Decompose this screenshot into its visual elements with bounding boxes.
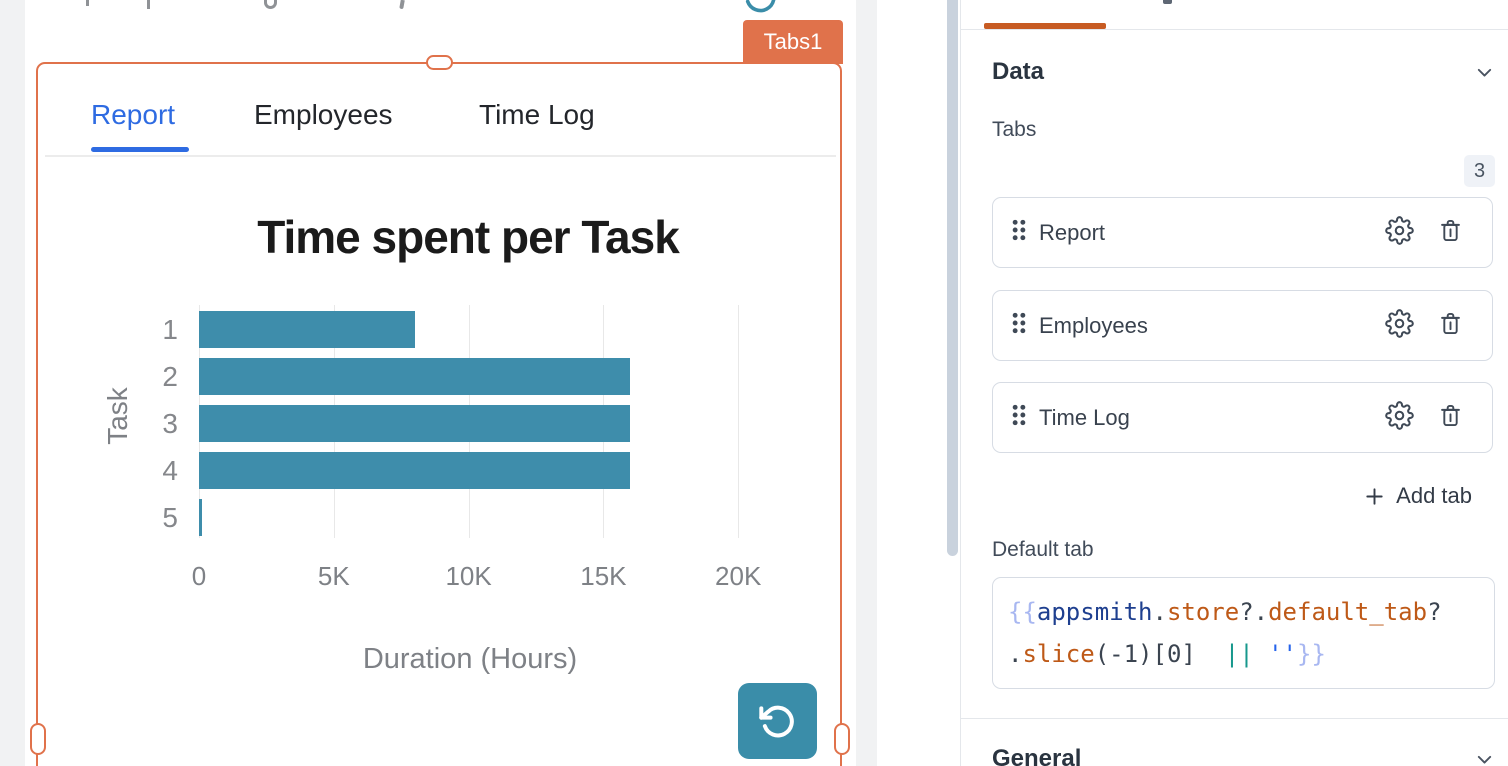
trash-icon[interactable] — [1437, 310, 1464, 342]
drag-handle-icon[interactable] — [1010, 311, 1039, 340]
pane-divider — [961, 29, 1508, 30]
plus-icon — [1366, 487, 1383, 505]
bar-task-1 — [199, 311, 415, 348]
section-header-general[interactable]: General — [992, 745, 1495, 766]
canvas-left-gutter — [0, 0, 25, 766]
tabs-field-label: Tabs — [992, 118, 1037, 141]
y-tick-5: 5 — [162, 501, 178, 533]
clipped-text-fragment — [147, 0, 150, 9]
trash-icon[interactable] — [1437, 402, 1464, 434]
code-token: (-1)[0] — [1094, 640, 1225, 668]
resize-handle-left[interactable] — [30, 723, 46, 755]
tab-item-label: Employees — [1039, 312, 1148, 338]
section-title-general: General — [992, 745, 1082, 766]
code-token: }} — [1297, 640, 1326, 668]
gear-icon[interactable] — [1385, 215, 1414, 250]
chart-plot-area — [199, 305, 795, 538]
clipped-text-fragment — [399, 0, 405, 10]
chart-refresh-button[interactable] — [738, 683, 817, 759]
code-token: appsmith — [1036, 598, 1153, 626]
resize-handle-top[interactable] — [426, 55, 453, 70]
gear-icon[interactable] — [1385, 308, 1414, 343]
resize-handle-right[interactable] — [834, 723, 850, 755]
trash-icon[interactable] — [1437, 217, 1464, 249]
y-tick-2: 2 — [162, 360, 178, 392]
property-pane-border — [960, 0, 961, 766]
tab-item-label: Report — [1039, 219, 1106, 245]
code-token: ?. — [1239, 598, 1269, 626]
code-token: . — [1152, 598, 1167, 626]
clipped-pane-tab-text — [1163, 0, 1172, 4]
chart-title: Time spent per Task — [257, 211, 680, 263]
code-token: slice — [1022, 640, 1095, 668]
clipped-text-fragment — [86, 0, 89, 6]
tab-item-actions — [1385, 308, 1464, 343]
y-tick-1: 1 — [162, 314, 178, 345]
x-tick-15K: 15K — [580, 561, 627, 591]
widget-tab-time-log[interactable]: Time Log — [479, 99, 595, 130]
drag-handle-icon[interactable] — [1010, 218, 1039, 247]
code-token: || — [1224, 640, 1269, 668]
clipped-refresh-icon — [745, 0, 776, 13]
x-tick-20K: 20K — [715, 561, 762, 591]
chevron-down-icon[interactable] — [1474, 62, 1495, 83]
refresh-icon — [759, 705, 794, 737]
chevron-down-icon[interactable] — [1474, 749, 1495, 766]
y-tick-4: 4 — [162, 454, 178, 486]
section-header-data[interactable]: Data — [992, 58, 1495, 86]
bar-task-5 — [199, 498, 202, 536]
tab-list-item-time-log[interactable]: Time Log — [992, 382, 1493, 453]
chart-x-axis-title: Duration (Hours) — [362, 643, 578, 675]
add-tab-label: Add tab — [1396, 483, 1472, 508]
chart-y-tick-labels: 1 2 3 4 5 — [118, 305, 178, 538]
tab-item-actions — [1385, 400, 1464, 435]
default-tab-field-label: Default tab — [992, 538, 1094, 561]
widget-name-badge[interactable]: Tabs1 — [743, 20, 843, 64]
active-tab-underline — [91, 147, 189, 152]
code-token: store — [1166, 598, 1240, 626]
drag-handle-icon[interactable] — [1010, 403, 1039, 432]
tabbar-divider — [45, 155, 836, 157]
canvas-right-gutter — [856, 0, 877, 766]
bar-task-2 — [199, 357, 631, 395]
code-token: . — [1008, 640, 1023, 668]
widget-tab-employees[interactable]: Employees — [254, 99, 393, 130]
x-tick-10K: 10K — [445, 561, 492, 591]
gridline-20K — [738, 305, 740, 538]
x-tick-0: 0 — [191, 561, 207, 591]
gear-icon[interactable] — [1385, 400, 1414, 435]
widget-name-label: Tabs1 — [763, 29, 823, 54]
section-title-data: Data — [992, 58, 1045, 85]
pane-divider — [961, 718, 1508, 719]
clipped-text-fragment — [264, 0, 277, 9]
bar-task-3 — [199, 404, 631, 442]
y-tick-3: 3 — [162, 407, 178, 439]
tab-item-label: Time Log — [1039, 404, 1130, 430]
code-line-2: .slice(-1)[0] || ''}} — [1008, 633, 1479, 675]
x-tick-5K: 5K — [317, 561, 350, 591]
code-token: '' — [1268, 640, 1298, 668]
tabs-count-badge: 3 — [1464, 155, 1495, 187]
code-token: {{ — [1008, 598, 1037, 626]
code-token: ? — [1427, 598, 1442, 626]
tab-item-actions — [1385, 215, 1464, 250]
add-tab-button[interactable]: Add tab — [1248, 478, 1478, 514]
property-pane-scrollbar[interactable] — [947, 0, 958, 556]
code-token: default_tab — [1268, 598, 1428, 626]
default-tab-code-input[interactable]: {{appsmith.store?.default_tab? .slice(-1)… — [992, 577, 1495, 689]
widget-tab-report[interactable]: Report — [91, 99, 176, 130]
tab-list-item-report[interactable]: Report — [992, 197, 1493, 268]
pane-active-tab-indicator — [984, 23, 1106, 29]
code-line-1: {{appsmith.store?.default_tab? — [1008, 591, 1479, 633]
bar-task-4 — [199, 451, 631, 489]
tab-list-item-employees[interactable]: Employees — [992, 290, 1493, 361]
